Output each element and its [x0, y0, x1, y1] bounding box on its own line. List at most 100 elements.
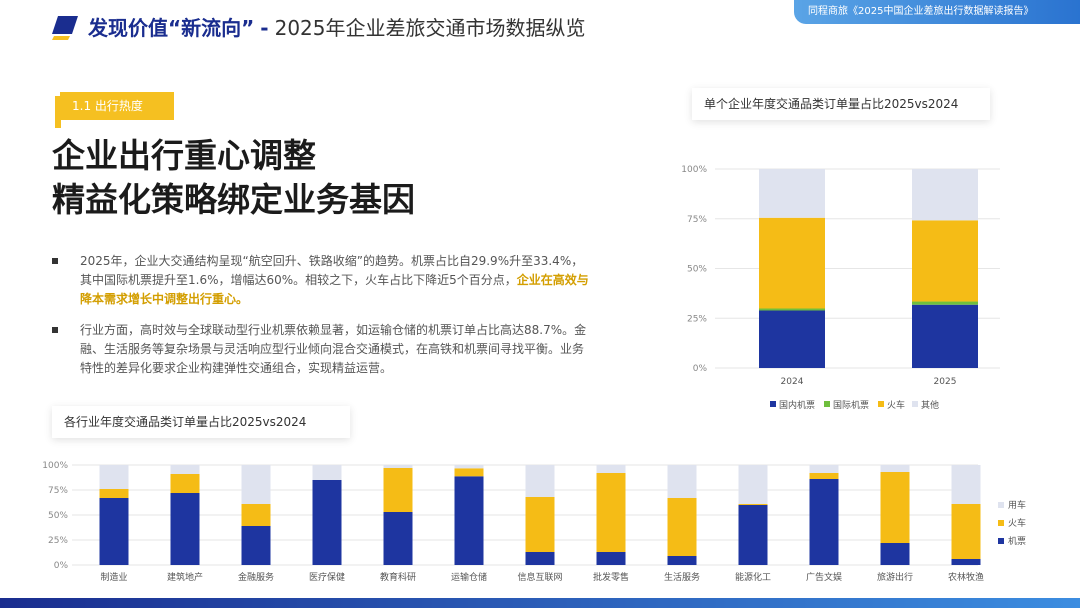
bar-segment: [383, 465, 413, 468]
bar-segment: [99, 498, 129, 565]
bar-segment: [383, 468, 413, 512]
bullet-dot: [52, 258, 58, 264]
page-title-line2: 精益化策略绑定业务基因: [52, 180, 415, 219]
chart-title-industry: 各行业年度交通品类订单量占比2025vs2024: [52, 406, 350, 438]
bar-segment: [951, 465, 981, 504]
legend-label: 国际机票: [833, 399, 869, 411]
x-tick-label: 信息互联网: [517, 571, 562, 583]
bar-segment: [809, 473, 839, 479]
legend-label: 用车: [1008, 499, 1026, 511]
bar-segment: [454, 465, 484, 469]
x-tick-label: 制造业: [100, 571, 127, 583]
legend-label: 国内机票: [779, 399, 815, 411]
bar-segment: [525, 552, 555, 565]
bar-segment: [912, 301, 978, 305]
header-subtitle: 2025年企业差旅交通市场数据纵览: [274, 16, 586, 40]
bullet-2-text: 行业方面，高时效与全球联动型行业机票依赖显著，如运输仓储的机票订单占比高达88.…: [80, 323, 587, 375]
bar-segment: [912, 220, 978, 302]
bar-segment: [454, 476, 484, 565]
y-tick-label: 25%: [687, 314, 707, 324]
bullet-1-highlight: 企业在高效与降本需求增长中调整出行重心。: [80, 273, 589, 306]
bar-segment: [312, 480, 342, 565]
bar-segment: [759, 308, 825, 311]
y-tick-label: 50%: [687, 265, 707, 275]
x-tick-label: 教育科研: [380, 571, 416, 583]
bullet-1-text: 2025年，企业大交通结构呈现“航空回升、铁路收缩”的趋势。机票占比自29.9%…: [80, 254, 584, 287]
y-tick-label: 75%: [48, 486, 68, 496]
bar-segment: [241, 526, 271, 565]
x-tick-label: 能源化工: [735, 571, 771, 583]
bar-segment: [170, 493, 200, 565]
bar-segment: [596, 473, 626, 552]
bar-segment: [667, 556, 697, 565]
bar-segment: [241, 504, 271, 526]
bar-segment: [912, 169, 978, 221]
x-tick-label: 广告文娱: [806, 571, 842, 583]
y-tick-label: 50%: [48, 511, 68, 521]
header-separator: -: [260, 16, 269, 40]
legend-swatch: [824, 401, 830, 407]
legend-swatch: [998, 538, 1004, 544]
chart-industry: 0% 25% 50% 75% 100% 制造业 建筑地产 金融服务 医疗保健 教育科研 运输仓储 信息…: [42, 461, 1026, 583]
bar-segment: [241, 465, 271, 504]
bar-segment: [951, 504, 981, 559]
legend-label: 机票: [1008, 535, 1026, 547]
legend-swatch: [998, 520, 1004, 526]
bar-segment: [596, 465, 626, 473]
bar-segment: [738, 504, 768, 505]
legend-swatch: [998, 502, 1004, 508]
bar-segment: [759, 217, 825, 309]
bar-segment: [880, 543, 910, 565]
x-tick-label: 运输仓储: [451, 571, 487, 583]
footer-bar: [0, 598, 1080, 608]
bar-segment: [525, 465, 555, 497]
bullet-1: 2025年，企业大交通结构呈现“航空回升、铁路收缩”的趋势。机票占比自29.9%…: [52, 252, 592, 309]
bar-segment: [525, 497, 555, 552]
bar-segment: [170, 465, 200, 474]
bar-segment: [738, 465, 768, 504]
bar-segment: [809, 479, 839, 565]
report-source-tag: 同程商旅《2025中国企业差旅出行数据解读报告》: [794, 0, 1080, 24]
x-tick-label: 医疗保健: [309, 571, 345, 583]
bar-segment: [951, 559, 981, 565]
bar-segment: [667, 498, 697, 556]
legend-swatch: [912, 401, 918, 407]
section-tag: 1.1 出行热度: [60, 92, 174, 120]
bar-segment: [880, 465, 910, 472]
legend-label: 火车: [887, 399, 905, 411]
bar-segment: [759, 310, 825, 368]
legend-label: 其他: [921, 399, 939, 411]
bar-segment: [738, 505, 768, 565]
y-tick-label: 25%: [48, 536, 68, 546]
x-tick-label: 生活服务: [664, 571, 700, 583]
page-title: 企业出行重心调整 精益化策略绑定业务基因: [52, 134, 415, 222]
x-tick-label: 旅游出行: [877, 571, 913, 583]
bar-segment: [99, 489, 129, 498]
legend-label: 火车: [1008, 517, 1026, 529]
chart-title-single: 单个企业年度交通品类订单量占比2025vs2024: [692, 88, 990, 120]
bullet-dot: [52, 327, 58, 333]
x-tick-label: 2024: [781, 377, 804, 387]
x-tick-label: 金融服务: [238, 571, 274, 583]
y-tick-label: 0%: [693, 364, 708, 374]
brand-logo-icon: [52, 16, 78, 40]
bar-segment: [312, 465, 342, 480]
x-tick-label: 建筑地产: [167, 571, 203, 583]
page-header: 发现价值“新流向” -2025年企业差旅交通市场数据纵览: [88, 14, 586, 42]
y-tick-label: 75%: [687, 215, 707, 225]
legend-swatch: [770, 401, 776, 407]
bar-segment: [454, 468, 484, 477]
bar-segment: [759, 169, 825, 218]
bar-segment: [170, 474, 200, 493]
legend-swatch: [878, 401, 884, 407]
header-title-bold: 发现价值“新流向”: [88, 16, 255, 40]
bar-segment: [912, 304, 978, 368]
y-tick-label: 100%: [42, 461, 68, 471]
bar-segment: [809, 465, 839, 473]
bullet-2: 行业方面，高时效与全球联动型行业机票依赖显著，如运输仓储的机票订单占比高达88.…: [52, 321, 592, 378]
section-tag-accent: [55, 96, 61, 128]
x-tick-label: 批发零售: [593, 571, 629, 583]
bar-segment: [667, 465, 697, 498]
bar-segment: [596, 552, 626, 565]
bar-segment: [383, 512, 413, 565]
